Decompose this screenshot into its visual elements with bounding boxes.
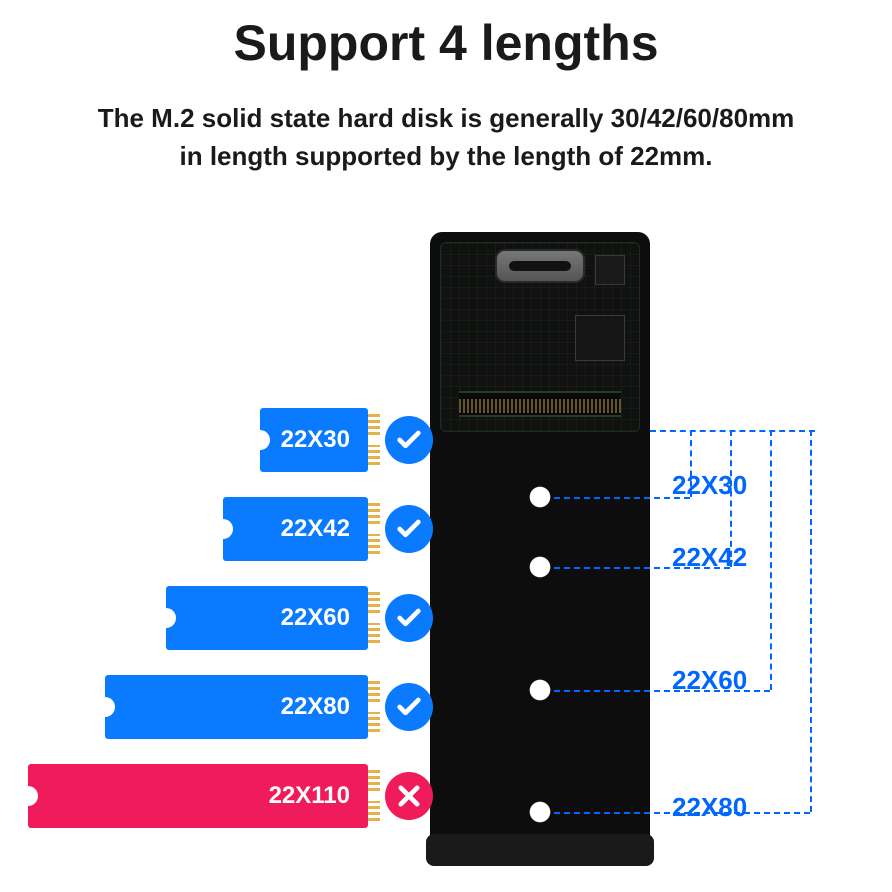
ssd-size-unsupported: 22X110 <box>28 764 368 828</box>
check-icon <box>385 416 433 464</box>
screw-hole-label: 22X42 <box>672 542 747 573</box>
check-icon <box>385 594 433 642</box>
screw-hole-icon <box>528 555 552 579</box>
chip-icon <box>595 255 625 285</box>
page-subtitle: The M.2 solid state hard disk is general… <box>0 100 892 175</box>
screw-hole-label: 22X80 <box>672 792 747 823</box>
ssd-size-label: 22X30 <box>281 426 350 454</box>
ssd-size-label: 22X42 <box>281 515 350 543</box>
screw-hole-icon <box>528 800 552 824</box>
screw-hole-label: 22X60 <box>672 665 747 696</box>
screw-hole-label: 22X30 <box>672 470 747 501</box>
dash-line <box>810 430 812 812</box>
ssd-size-supported: 22X42 <box>223 497 368 561</box>
dash-line <box>770 430 772 690</box>
check-icon <box>385 505 433 553</box>
subtitle-line-1: The M.2 solid state hard disk is general… <box>98 103 795 133</box>
page-title: Support 4 lengths <box>0 0 892 72</box>
m2-slot-icon <box>459 391 621 417</box>
enclosure-pcb <box>430 232 650 860</box>
ssd-size-supported: 22X30 <box>260 408 368 472</box>
pcb-controller-area <box>440 242 640 432</box>
ssd-size-label: 22X80 <box>281 693 350 721</box>
chip-icon <box>575 315 625 361</box>
ssd-size-supported: 22X60 <box>166 586 368 650</box>
screw-hole-icon <box>528 678 552 702</box>
check-icon <box>385 683 433 731</box>
dash-line <box>650 430 815 432</box>
dash-line <box>554 497 690 499</box>
screw-hole-icon <box>528 485 552 509</box>
cross-icon <box>385 772 433 820</box>
enclosure-cap <box>426 834 654 866</box>
subtitle-line-2: in length supported by the length of 22m… <box>179 141 712 171</box>
usb-c-port-icon <box>495 249 585 283</box>
ssd-size-label: 22X110 <box>269 782 350 810</box>
ssd-size-label: 22X60 <box>281 604 350 632</box>
ssd-size-supported: 22X80 <box>105 675 368 739</box>
